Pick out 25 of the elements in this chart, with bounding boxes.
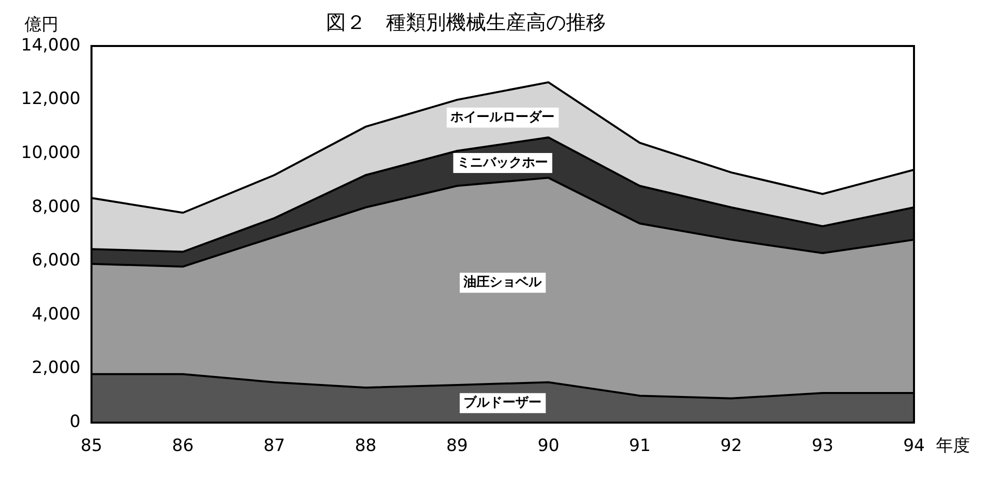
series-label: ミニバックホー [457,155,548,170]
x-tick-label: 94 [903,436,925,456]
x-tick-label: 88 [354,436,376,456]
x-tick-label: 91 [629,436,651,456]
chart-title: 図２ 種類別機械生産高の推移 [326,10,606,34]
series-label: ホイールローダー [450,110,555,125]
x-tick-label: 85 [80,436,102,456]
x-tick-label: 93 [812,436,834,456]
y-tick-label: 0 [70,412,80,432]
series-label: ブルドーザー [464,394,542,410]
y-tick-label: 8,000 [32,196,80,217]
y-tick-label: 2,000 [32,358,80,378]
x-tick-label: 86 [172,436,194,456]
y-tick-label: 6,000 [32,250,80,271]
x-tick-label: 87 [263,436,286,456]
x-tick-label: 90 [538,436,560,456]
x-tick-label: 89 [446,436,468,456]
series-label: 油圧ショベル [462,275,543,290]
y-tick-label: 4,000 [32,304,80,324]
y-axis-title: 億円 [24,14,58,35]
y-tick-label: 14,000 [21,35,80,56]
x-tick-label: 92 [720,436,742,456]
y-tick-label: 10,000 [21,143,80,164]
y-tick-label: 12,000 [21,89,80,110]
x-axis-title: 年度 [936,436,970,456]
